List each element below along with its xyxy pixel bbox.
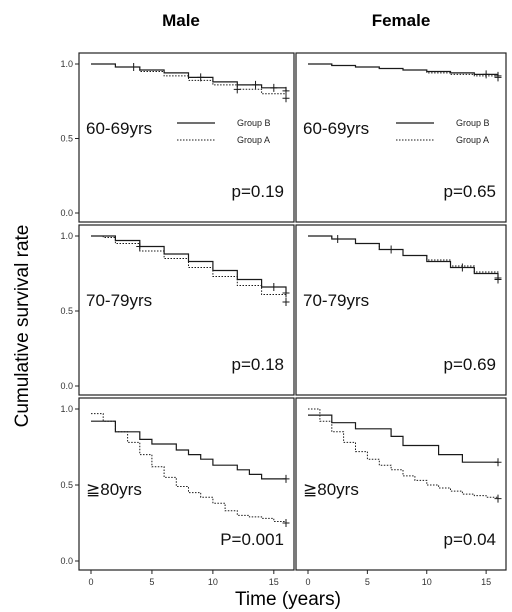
legend-label: Group B [237, 118, 271, 128]
survival-curve-group-b [308, 414, 498, 463]
column-title-male: Male [162, 11, 200, 30]
y-tick-label: 1.0 [60, 59, 73, 69]
censor-mark [494, 274, 502, 282]
y-tick-label: 0.0 [60, 208, 73, 218]
y-tick-label: 0.0 [60, 381, 73, 391]
x-tick-label: 10 [422, 577, 432, 587]
panel-male-60-69: 0.0 0.5 1.0 60-69yrs p=0.19 Group B Group A [60, 52, 295, 223]
x-tick-label: 15 [481, 577, 491, 587]
panel-female-70-79: 70-79yrs p=0.69 [295, 224, 507, 396]
panel-female-60-69: 60-69yrs p=0.65 Group B Group A [295, 52, 507, 223]
survival-curve-group-a [308, 235, 499, 278]
censor-mark [282, 474, 290, 483]
panel-frame [295, 52, 507, 223]
survival-curve-group-b [91, 420, 286, 480]
censor-mark [282, 94, 290, 103]
p-value-label: p=0.18 [232, 355, 284, 374]
x-tick-label: 0 [305, 577, 310, 587]
survival-curve-group-a [308, 408, 499, 499]
age-group-label: 60-69yrs [86, 119, 152, 138]
y-tick-label: 0.5 [60, 480, 73, 490]
p-value-label: p=0.65 [444, 182, 496, 201]
legend-label: Group A [456, 135, 489, 145]
censor-mark [494, 73, 502, 82]
p-value-label: P=0.001 [220, 530, 284, 549]
legend-label: Group B [456, 118, 490, 128]
censor-mark [270, 283, 278, 291]
censor-mark [282, 298, 290, 306]
x-tick-label: 15 [269, 577, 279, 587]
p-value-label: p=0.04 [444, 530, 496, 549]
x-axis-label: Time (years) [235, 589, 341, 610]
panel-frame [78, 224, 295, 396]
legend-label: Group A [237, 135, 270, 145]
x-tick-label: 10 [208, 577, 218, 587]
survival-curve-group-b [308, 63, 499, 76]
p-value-label: p=0.19 [232, 182, 284, 201]
censor-mark [482, 70, 490, 79]
y-tick-label: 0.5 [60, 306, 73, 316]
y-tick-label: 1.0 [60, 404, 73, 414]
censor-mark [458, 263, 466, 272]
age-group-label: ≧80yrs [86, 480, 142, 499]
censor-mark [494, 458, 502, 467]
survival-curve-group-a [308, 63, 499, 78]
censor-mark [136, 242, 144, 251]
x-tick-label: 5 [149, 577, 154, 587]
survival-curve-group-a [91, 413, 287, 523]
censor-mark [270, 83, 278, 92]
censor-mark [282, 519, 290, 527]
censor-mark [494, 494, 502, 503]
panel-male-70-79: 0.0 0.5 1.0 70-79yrs p=0.18 [60, 224, 295, 396]
x-tick-label: 5 [365, 577, 370, 587]
panel-frame [295, 224, 507, 396]
age-group-label: 60-69yrs [303, 119, 369, 138]
age-group-label: 70-79yrs [86, 291, 152, 310]
age-group-label: ≧80yrs [303, 480, 359, 499]
y-axis-label: Cumulative survival rate [12, 225, 33, 428]
survival-curve-group-a [91, 235, 287, 302]
p-value-label: p=0.69 [444, 355, 496, 374]
censor-mark [282, 289, 290, 297]
panel-female-80: 0 5 10 15 ≧80yrs p=0.04 [295, 397, 507, 587]
age-group-label: 70-79yrs [303, 291, 369, 310]
censor-mark [282, 86, 290, 95]
panel-frame [295, 397, 507, 571]
censor-mark [252, 80, 260, 89]
column-title-female: Female [372, 11, 431, 30]
y-tick-label: 0.0 [60, 556, 73, 566]
x-tick-label: 0 [88, 577, 93, 587]
panel-frame [78, 52, 295, 223]
panel-male-80: 0.0 0.5 1.0 0 5 10 15 ≧80yrs P=0.001 [60, 397, 295, 587]
censor-mark [233, 85, 241, 94]
y-tick-label: 1.0 [60, 231, 73, 241]
y-tick-label: 0.5 [60, 134, 73, 144]
